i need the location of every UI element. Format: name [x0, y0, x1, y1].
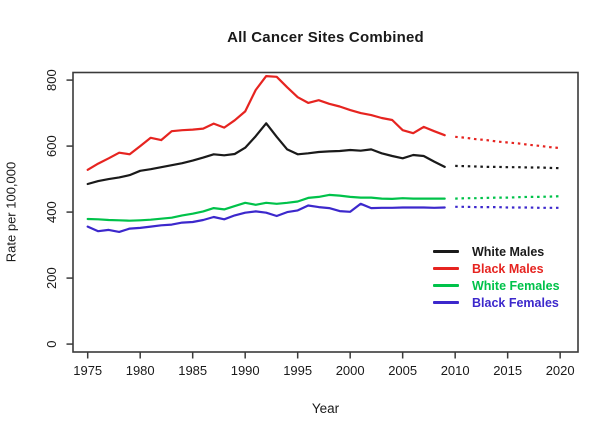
x-tick-label: 1990 [231, 363, 260, 378]
y-tick-label: 400 [44, 201, 59, 223]
legend-line-sample [433, 284, 459, 287]
x-tick-label: 1995 [283, 363, 312, 378]
series-line-white-males [86, 122, 446, 186]
y-tick-label: 0 [44, 340, 59, 347]
legend-line-sample [433, 301, 459, 304]
legend-item-label: Black Males [472, 261, 544, 276]
legend-item-label: White Males [472, 244, 545, 259]
x-tick-label: 2015 [493, 363, 522, 378]
x-tick-label: 2005 [388, 363, 417, 378]
y-tick-label: 600 [44, 135, 59, 157]
legend-line-sample [433, 267, 459, 270]
series-line-white-females-projected [455, 195, 561, 200]
x-tick-label: 2000 [336, 363, 365, 378]
y-tick-label: 200 [44, 267, 59, 289]
legend-item-black-males: Black Males [433, 260, 560, 277]
x-tick-label: 1975 [73, 363, 102, 378]
series-line-black-females-projected [455, 205, 561, 209]
x-tick-label: 2020 [546, 363, 575, 378]
series-line-white-males-projected [455, 164, 561, 170]
y-tick-label: 800 [44, 69, 59, 91]
legend-item-label: White Females [472, 278, 560, 293]
series-line-black-males [86, 74, 446, 171]
series-line-black-males-projected [455, 135, 561, 150]
chart-title: All Cancer Sites Combined [227, 29, 424, 46]
legend-line-sample [433, 250, 459, 253]
x-tick-label: 1980 [126, 363, 155, 378]
legend: White Males Black Males White Females Bl… [433, 243, 560, 311]
x-tick-label: 2010 [441, 363, 470, 378]
legend-item-white-females: White Females [433, 277, 560, 294]
legend-item-label: Black Females [472, 295, 559, 310]
legend-item-white-males: White Males [433, 243, 560, 260]
legend-item-black-females: Black Females [433, 294, 560, 311]
x-axis-title: Year [311, 401, 340, 416]
x-tick-label: 1985 [178, 363, 207, 378]
series-line-black-females [86, 202, 446, 233]
series-line-white-females [86, 193, 446, 222]
